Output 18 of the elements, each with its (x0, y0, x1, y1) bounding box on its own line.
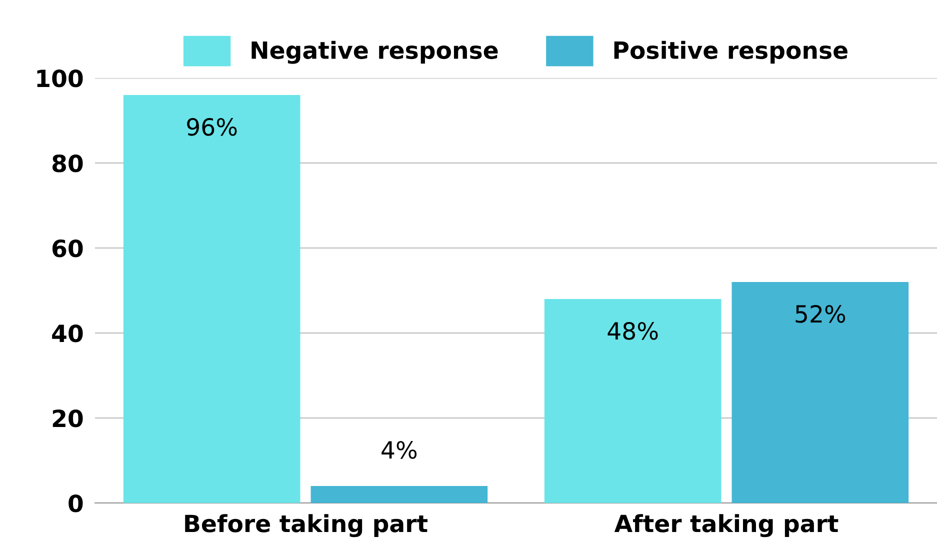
bar (310, 486, 488, 503)
y-tick-label: 80 (52, 154, 83, 172)
bar (123, 95, 300, 503)
data-label: 52% (796, 304, 846, 323)
x-tick-label: After taking part (614, 514, 838, 538)
y-tick-label: 40 (52, 324, 83, 342)
data-label: 96% (187, 118, 237, 136)
y-tick-label: 60 (52, 239, 83, 258)
data-label: 48% (608, 322, 658, 340)
legend-label: Negative response (252, 40, 498, 64)
bar (544, 299, 722, 503)
legend-label: Positive response (614, 40, 848, 64)
bar (732, 282, 909, 503)
y-tick-label: 0 (68, 494, 83, 512)
data-label: 4% (382, 440, 417, 459)
y-tick-label: 20 (52, 409, 83, 428)
x-tick-label: Before taking part (185, 514, 428, 538)
y-tick-label: 100 (37, 69, 83, 88)
